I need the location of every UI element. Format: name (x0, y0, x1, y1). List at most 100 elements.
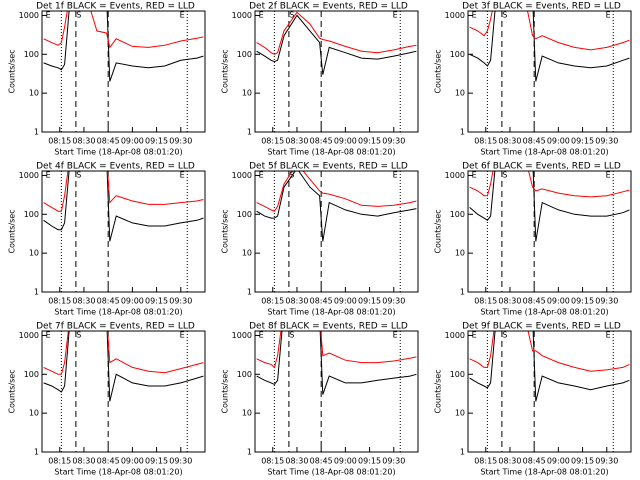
marker-label: S (76, 171, 81, 180)
y-tick-label: 1000 (232, 331, 252, 340)
series-line (43, 331, 204, 402)
x-axis-label: Start Time (18-Apr-08 08:01:20) (54, 308, 182, 317)
x-tick-label: 09:15 (358, 297, 381, 306)
y-tick-label: 100 (450, 210, 465, 219)
marker-label: E (46, 171, 51, 180)
panel: Det 6f BLACK = Events, RED = LLD Start Ti… (434, 162, 632, 317)
series-line (469, 331, 630, 372)
marker-label: S (289, 11, 294, 20)
x-tick-label: 09:30 (169, 457, 192, 466)
x-tick-label: 08:15 (261, 137, 284, 146)
plot-frame (254, 170, 419, 293)
chart-title: Det 5f BLACK = Events, RED = LLD (249, 162, 408, 172)
x-axis-label: Start Time (18-Apr-08 08:01:20) (480, 468, 608, 477)
x-tick-label: 08:45 (523, 297, 546, 306)
y-axis-label: Counts/sec (221, 209, 230, 253)
x-tick-label: 09:30 (595, 457, 618, 466)
x-tick-label: 09:00 (121, 297, 144, 306)
x-tick-label: 09:00 (334, 137, 357, 146)
marker-label: E (180, 331, 185, 340)
y-tick-label: 1 (34, 128, 39, 137)
series-line (256, 331, 417, 369)
marker-label: E (180, 171, 185, 180)
y-tick-label: 1 (460, 448, 465, 457)
panel: Det 3f BLACK = Events, RED = LLD Start Ti… (434, 2, 632, 157)
series-line (256, 14, 417, 75)
x-tick-label: 09:30 (382, 137, 405, 146)
chart-title: Det 7f BLACK = Events, RED = LLD (36, 322, 195, 332)
series-line (256, 171, 417, 212)
marker-label: E (606, 11, 611, 20)
y-axis-label: Counts/sec (221, 49, 230, 93)
plot-frame (41, 170, 206, 293)
marker-label: E (259, 11, 264, 20)
marker-label: E (472, 11, 477, 20)
x-tick-label: 08:30 (72, 297, 95, 306)
x-tick-label: 09:15 (571, 137, 594, 146)
y-tick-label: 10 (242, 89, 252, 98)
panel: Det 5f BLACK = Events, RED = LLD Start Ti… (221, 162, 419, 317)
marker-label: S (502, 11, 507, 20)
y-axis-label: Counts/sec (8, 369, 17, 413)
x-tick-label: 09:30 (169, 137, 192, 146)
y-tick-label: 100 (237, 210, 252, 219)
y-tick-label: 100 (24, 370, 39, 379)
y-tick-label: 10 (242, 409, 252, 418)
panel: Det 1f BLACK = Events, RED = LLD Start Ti… (8, 2, 206, 157)
y-tick-label: 10 (29, 89, 39, 98)
marker-label: E (393, 11, 398, 20)
y-tick-label: 1 (34, 288, 39, 297)
x-tick-label: 09:30 (595, 137, 618, 146)
series-line (469, 331, 630, 402)
y-tick-label: 10 (455, 409, 465, 418)
y-tick-label: 100 (450, 370, 465, 379)
y-axis-label: Counts/sec (221, 369, 230, 413)
x-tick-label: 09:00 (547, 297, 570, 306)
x-axis-label: Start Time (18-Apr-08 08:01:20) (267, 308, 395, 317)
y-axis-label: Counts/sec (8, 49, 17, 93)
series-line (43, 11, 204, 82)
y-tick-label: 100 (24, 50, 39, 59)
y-tick-label: 100 (237, 370, 252, 379)
series-line (469, 11, 630, 51)
marker-label: S (502, 331, 507, 340)
plot-frame (41, 330, 206, 453)
marker-label: E (259, 171, 264, 180)
panel: Det 7f BLACK = Events, RED = LLD Start Ti… (8, 322, 206, 477)
series-line (469, 11, 630, 82)
y-tick-label: 1000 (445, 171, 465, 180)
x-tick-label: 08:45 (523, 457, 546, 466)
y-axis-label: Counts/sec (434, 49, 443, 93)
chart-title: Det 2f BLACK = Events, RED = LLD (249, 2, 408, 12)
marker-label: E (259, 331, 264, 340)
marker-label: E (180, 11, 185, 20)
plot-frame (254, 10, 419, 133)
marker-label: S (502, 171, 507, 180)
y-tick-label: 100 (237, 50, 252, 59)
y-tick-label: 1000 (19, 331, 39, 340)
x-tick-label: 08:15 (48, 137, 71, 146)
y-tick-label: 1 (247, 128, 252, 137)
x-axis-label: Start Time (18-Apr-08 08:01:20) (267, 468, 395, 477)
marker-label: E (46, 11, 51, 20)
x-axis-label: Start Time (18-Apr-08 08:01:20) (267, 148, 395, 157)
x-tick-label: 08:45 (523, 137, 546, 146)
x-tick-label: 09:00 (121, 137, 144, 146)
y-tick-label: 1000 (445, 331, 465, 340)
x-tick-label: 08:30 (285, 137, 308, 146)
x-tick-label: 08:15 (474, 297, 497, 306)
marker-label: E (606, 171, 611, 180)
plot-frame (467, 10, 632, 133)
series-line (469, 171, 630, 242)
x-tick-label: 08:30 (72, 137, 95, 146)
x-axis-label: Start Time (18-Apr-08 08:01:20) (480, 148, 608, 157)
y-tick-label: 1000 (232, 11, 252, 20)
x-tick-label: 08:30 (498, 137, 521, 146)
y-tick-label: 1000 (445, 11, 465, 20)
x-tick-label: 08:15 (48, 297, 71, 306)
plot-frame (254, 330, 419, 453)
y-axis-label: Counts/sec (434, 209, 443, 253)
x-tick-label: 09:15 (145, 457, 168, 466)
x-tick-label: 08:45 (310, 457, 333, 466)
marker-label: E (393, 171, 398, 180)
